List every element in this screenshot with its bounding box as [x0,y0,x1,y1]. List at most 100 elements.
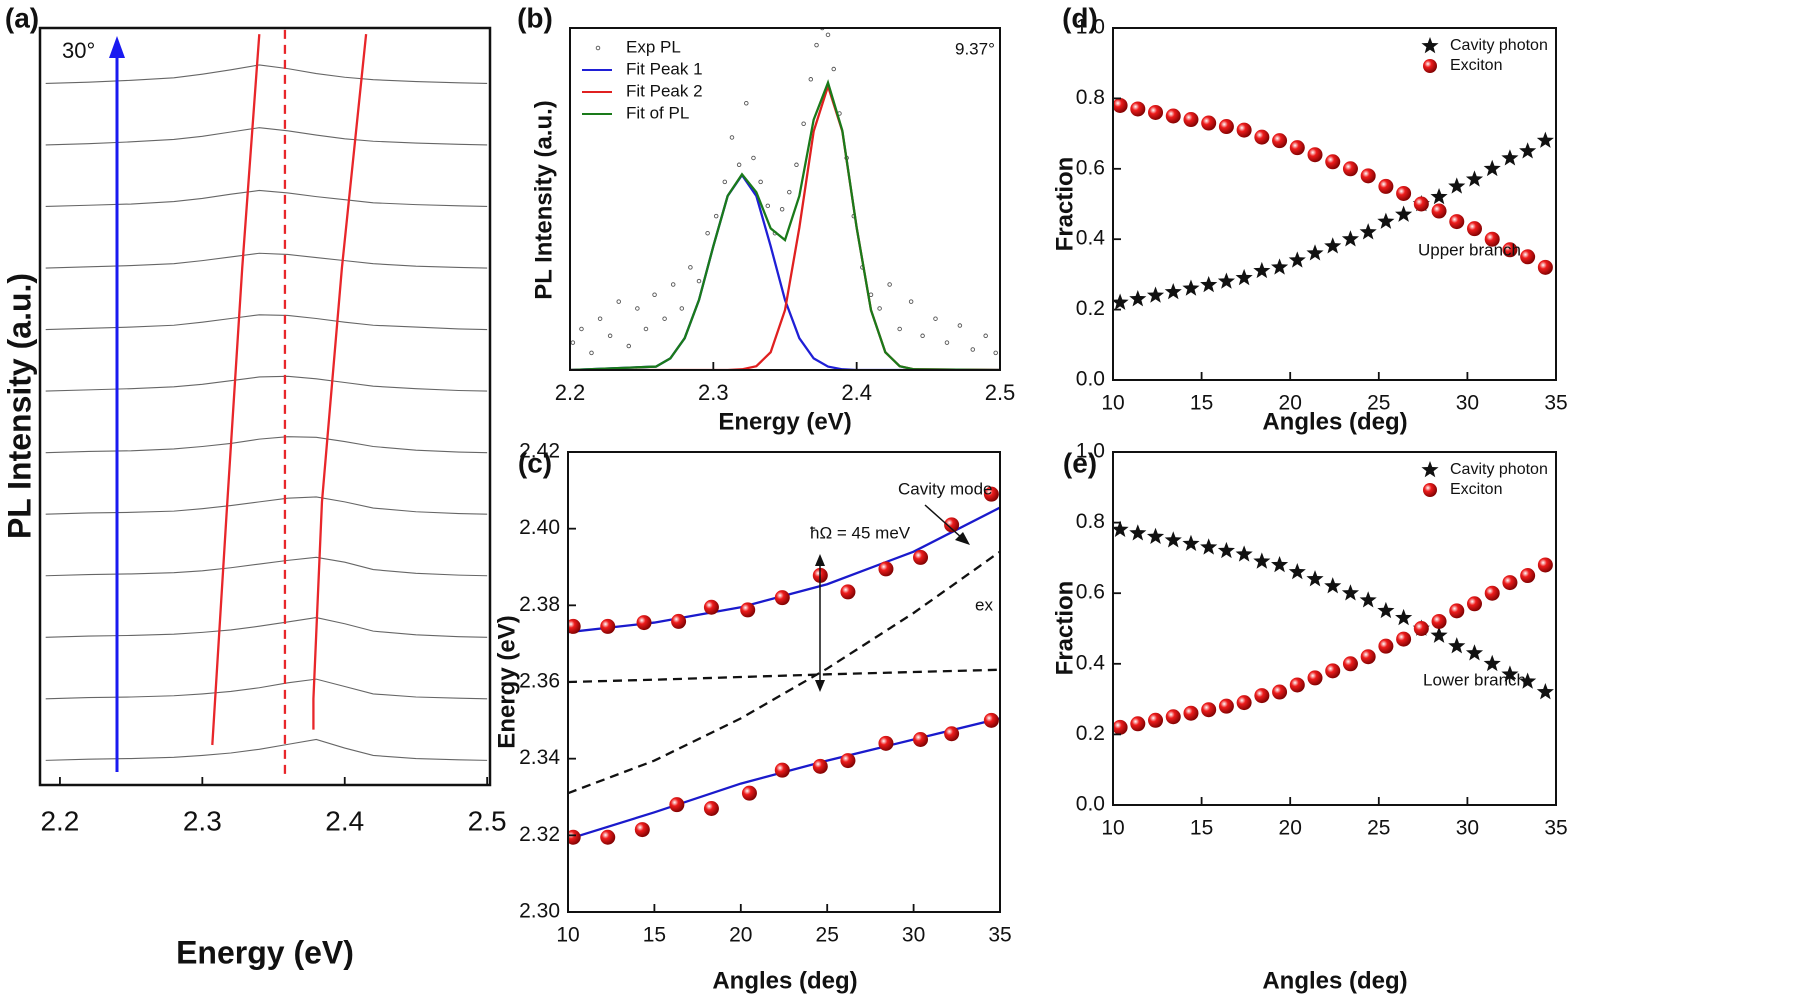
y-tick-label: 2.32 [519,823,560,846]
sphere-marker [913,732,929,747]
star-marker [1395,205,1413,222]
legend-label: Cavity photon [1450,461,1548,478]
sphere-marker [840,753,856,769]
plot-frame [569,27,1001,371]
y-axis-label: Energy (eV) [493,615,520,748]
x-tick-label: 15 [1190,392,1213,415]
panel-label: (e) [1063,447,1097,478]
point-marker [801,121,806,127]
point-marker [933,316,938,321]
legend-label: Exp PL [626,37,681,56]
sphere-marker [703,801,719,816]
legend-label: Fit of PL [626,103,689,122]
point-marker [944,340,950,345]
x-tick-label: 35 [1544,817,1567,840]
sphere-marker [1289,140,1305,156]
x-axis-label: Energy (eV) [176,934,354,970]
legend-marker [595,45,601,51]
point-marker [877,306,882,311]
sphere-marker [1520,249,1536,265]
star-marker [1448,637,1466,654]
y-axis-label: PL Intensity (a.u.) [530,100,557,300]
data-line [211,34,261,746]
y-tick-label: 1.0 [1076,16,1105,39]
star-marker [1341,584,1360,601]
point-marker [570,340,576,345]
annotation: 9.37° [955,39,995,58]
sphere-marker [600,618,616,634]
sphere-marker [1413,621,1429,636]
star-marker [1483,654,1501,672]
sphere-marker [812,758,828,774]
x-tick-label: 2.4 [841,380,872,405]
data-line [45,189,488,208]
point-marker [794,162,799,168]
x-tick-label: 25 [1367,392,1390,415]
sphere-marker [568,829,581,845]
sphere-marker [1218,119,1234,135]
plot-area [1113,520,1554,735]
star-marker [1182,534,1200,552]
point-marker [626,343,632,349]
sphere-marker [1378,178,1394,194]
sphere-marker [634,822,650,838]
legend-marker [1423,483,1437,497]
sphere-marker [1307,147,1323,163]
x-tick-label: 2.3 [698,380,729,405]
sphere-marker [740,602,756,618]
star-marker [1146,527,1165,544]
x-tick-label: 30 [1456,817,1479,840]
y-tick-label: 2.34 [519,746,560,769]
star-marker [1200,538,1218,555]
star-marker [1536,131,1554,148]
point-marker [662,316,667,321]
star-marker [1217,272,1235,289]
sphere-marker [944,517,960,533]
point-marker [679,306,685,311]
sphere-marker [1201,115,1217,131]
sphere-marker [1431,613,1447,629]
point-marker [920,333,925,339]
point-marker [652,292,657,298]
data-line [570,79,1000,370]
point-marker [758,179,763,185]
legend-marker [1421,461,1439,478]
sphere-marker [1254,129,1270,145]
sphere-marker [1360,168,1376,184]
pointer-arrow [924,504,963,539]
data-line [568,506,1000,634]
star-marker [1235,268,1253,286]
x-tick-label: 2.2 [555,380,586,405]
sphere-marker [1431,203,1447,219]
sphere-marker [840,584,856,600]
x-axis-label: Angles (deg) [1262,967,1407,994]
plot-frame [1112,451,1557,806]
legend-marker [1423,59,1437,73]
sphere-marker [1466,596,1482,612]
star-marker [1306,570,1324,587]
sphere-marker [1165,709,1181,725]
sphere-marker [774,762,790,778]
legend-label: Cavity photon [1450,37,1548,54]
annotation: Cavity mode [898,479,992,498]
point-marker [729,135,735,140]
data-line [45,617,488,638]
point-marker [643,326,649,332]
star-marker [1129,290,1147,307]
legend-label: Exciton [1450,57,1502,74]
sphere-marker [1325,663,1341,679]
point-marker [751,155,756,161]
y-tick-label: 0.2 [1076,297,1105,320]
x-tick-label: 10 [1101,817,1124,840]
sphere-marker [1130,716,1146,732]
y-tick-label: 0.0 [1076,368,1105,391]
x-tick-label: 2.5 [985,380,1016,405]
x-axis-label: Energy (eV) [718,408,851,435]
star-marker [1271,258,1289,275]
y-tick-label: 0.4 [1076,651,1106,674]
point-marker [787,189,792,195]
plot-area [1113,97,1554,310]
x-tick-label: 25 [816,924,839,947]
plot-frame [1112,27,1557,381]
